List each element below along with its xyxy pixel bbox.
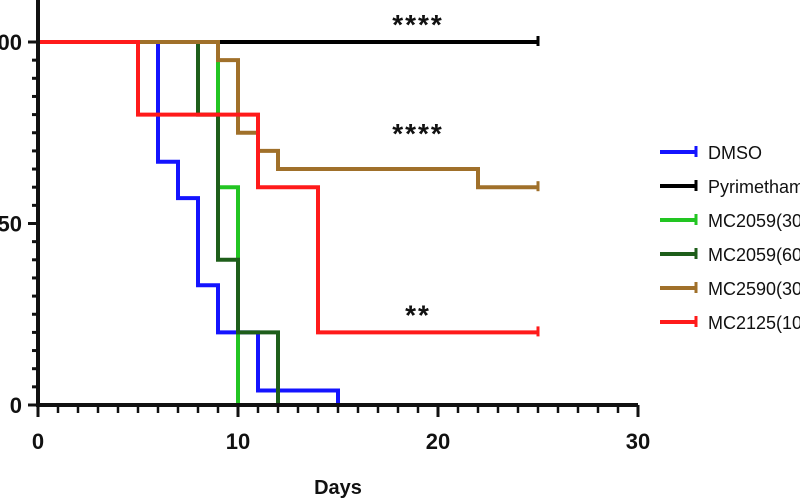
legend-label: DMSO	[708, 143, 762, 163]
series-line-3	[38, 40, 280, 405]
significance-annotation: ****	[392, 9, 444, 40]
x-tick-label: 0	[32, 429, 44, 454]
legend-label: MC2059(30)	[708, 211, 800, 231]
annotations: **********	[392, 9, 444, 330]
legend-item: DMSO	[660, 143, 762, 163]
series-line-4	[38, 40, 538, 190]
legend-label: MC2059(60)	[708, 245, 800, 265]
x-tick-label: 30	[626, 429, 650, 454]
series-line-0	[38, 40, 340, 405]
x-axis: 0 10 20 30	[32, 403, 650, 454]
x-tick-label: 10	[226, 429, 250, 454]
legend-item: MC2059(60)	[660, 245, 800, 265]
legend-label: MC2590(30)	[708, 279, 800, 299]
y-tick-label: 50	[0, 212, 22, 237]
series-line-5	[38, 40, 538, 335]
legend-item: MC2059(30)	[660, 211, 800, 231]
legend-label: Pyrimethamine	[708, 177, 800, 197]
significance-annotation: ****	[392, 118, 444, 149]
x-tick-label: 20	[426, 429, 450, 454]
y-tick-label: 100	[0, 30, 22, 55]
significance-annotation: **	[405, 299, 431, 330]
y-tick-label: 0	[10, 393, 22, 418]
legend: DMSO Pyrimethamine MC2059(30) MC2059(60) MC2…	[660, 143, 800, 333]
legend-label: MC2125(10)	[708, 313, 800, 333]
x-axis-title: Days	[314, 477, 362, 499]
y-axis: 0 50 100	[0, 0, 40, 418]
legend-item: Pyrimethamine	[660, 177, 800, 197]
legend-item: MC2125(10)	[660, 313, 800, 333]
legend-item: MC2590(30)	[660, 279, 800, 299]
series-lines	[38, 36, 540, 405]
